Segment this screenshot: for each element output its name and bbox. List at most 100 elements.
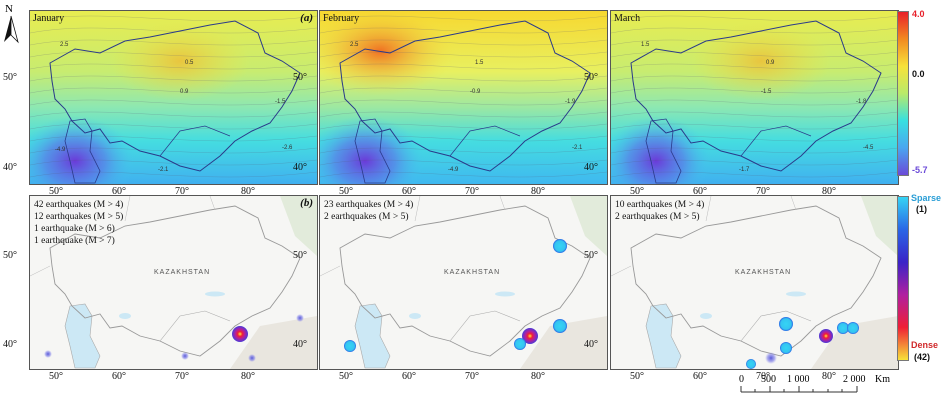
density-colorbar: [897, 196, 909, 361]
lon-tick-label: 60°: [402, 371, 416, 382]
earthquake-map-march: 10 earthquakes (M > 4) 2 earthquakes (M >…: [610, 195, 899, 370]
north-arrow: N: [2, 2, 20, 48]
earthquake-hotspot: [553, 319, 567, 333]
earthquake-hotspot: [765, 352, 777, 364]
earthquake-hotspot: [344, 340, 356, 352]
month-label: February: [323, 13, 360, 24]
density-bottom-count: (42): [914, 352, 931, 362]
colorbar-min-label: -5.7: [912, 165, 928, 175]
earthquake-count-line: 2 earthquakes (M > 5): [615, 212, 700, 222]
contour-label: 1.5: [641, 42, 650, 48]
lon-tick-label: 70°: [175, 371, 189, 382]
earthquake-count-list: 42 earthquakes (M > 4) 12 earthquakes (M …: [34, 199, 123, 247]
lon-tick-label: 50°: [339, 186, 353, 197]
north-label: N: [5, 3, 13, 15]
month-label: January: [33, 13, 65, 24]
lon-tick-label: 50°: [630, 186, 644, 197]
scale-tick-2000: 2 000: [843, 374, 866, 385]
lat-tick-label: 40°: [293, 162, 307, 173]
lat-tick-label: 50°: [3, 250, 17, 261]
lon-tick-label: 50°: [49, 186, 63, 197]
lon-tick-label: 70°: [465, 186, 479, 197]
contour-label: -1.9: [565, 99, 576, 105]
lon-tick-label: 50°: [49, 371, 63, 382]
lat-tick-label: 50°: [293, 72, 307, 83]
earthquake-hotspot: [44, 350, 52, 358]
country-label: KAZAKHSTAN: [154, 269, 211, 276]
month-label: March: [614, 13, 641, 24]
earthquake-count-line: 10 earthquakes (M > 4): [615, 200, 705, 210]
earthquake-hotspot: [837, 322, 849, 334]
lat-tick-label: 40°: [293, 339, 307, 350]
earthquake-hotspot: [780, 342, 792, 354]
contour-label: -2.1: [572, 145, 583, 151]
lat-tick-label: 40°: [3, 339, 17, 350]
contour-label: 0.5: [185, 60, 194, 66]
lon-tick-label: 60°: [693, 186, 707, 197]
earthquake-hotspot: [553, 239, 567, 253]
lon-tick-label: 70°: [756, 186, 770, 197]
lat-tick-label: 50°: [3, 72, 17, 83]
lon-tick-label: 80°: [241, 371, 255, 382]
contour-label: -0.9: [470, 89, 481, 95]
earthquake-count-line: 2 earthquakes (M > 5): [324, 212, 409, 222]
lon-tick-label: 60°: [112, 186, 126, 197]
lon-tick-label: 60°: [112, 371, 126, 382]
scale-unit: Km: [875, 374, 890, 385]
earthquake-hotspot: [819, 329, 833, 343]
lon-tick-label: 80°: [531, 371, 545, 382]
lat-tick-label: 40°: [3, 162, 17, 173]
earthquake-hotspot: [232, 326, 248, 342]
colorbar-mid-label: 0.0: [912, 69, 925, 79]
density-bottom-label: Dense: [911, 340, 939, 350]
anomaly-map-february: 2.5 1.5 -0.9 -1.9 -2.1 -4.9 February: [319, 10, 608, 185]
anomaly-colorbar: [897, 11, 909, 176]
lat-tick-label: 50°: [584, 250, 598, 261]
scale-bar: 0 500 1 000 2 000 Km: [735, 372, 935, 400]
lat-tick-label: 40°: [584, 162, 598, 173]
earthquake-hotspot: [522, 328, 538, 344]
earthquake-hotspot: [779, 317, 793, 331]
lon-tick-label: 80°: [822, 186, 836, 197]
contour-label: -4.9: [55, 147, 66, 153]
contour-label: 2.5: [350, 42, 359, 48]
scale-tick-1000: 1 000: [787, 374, 810, 385]
anomaly-map-january: 2.5 0.5 0.9 -1.5 -2.6 -2.1 -4.9 January (a): [29, 10, 318, 185]
earthquake-count-line: 42 earthquakes (M > 4): [34, 200, 124, 210]
earthquake-hotspot: [514, 338, 526, 350]
colorbar-max-label: 4.0: [912, 9, 925, 19]
earthquake-map-february: 23 earthquakes (M > 4) 2 earthquakes (M >…: [319, 195, 608, 370]
lon-tick-label: 60°: [402, 186, 416, 197]
earthquake-map-january: 42 earthquakes (M > 4) 12 earthquakes (M …: [29, 195, 318, 370]
lon-tick-label: 80°: [241, 186, 255, 197]
earthquake-hotspot: [181, 352, 189, 360]
lat-tick-label: 50°: [584, 72, 598, 83]
lon-tick-label: 70°: [756, 371, 770, 382]
density-top-label: Sparse: [911, 193, 942, 203]
contour-label: -1.7: [739, 167, 750, 173]
lat-tick-label: 50°: [293, 250, 307, 261]
contour-label: -4.5: [863, 145, 874, 151]
earthquake-hotspot: [248, 354, 256, 362]
anomaly-map-march: 1.5 0.9 -1.5 -1.8 -4.5 -1.7 March: [610, 10, 899, 185]
lat-tick-label: 40°: [584, 339, 598, 350]
contour-label: 2.5: [60, 42, 69, 48]
panel-label-a: (a): [300, 12, 313, 24]
country-label: KAZAKHSTAN: [444, 269, 501, 276]
earthquake-hotspot: [296, 314, 304, 322]
contour-label: -2.1: [158, 167, 169, 173]
scale-tick-500: 500: [761, 374, 776, 385]
country-label: KAZAKHSTAN: [735, 269, 792, 276]
lon-tick-label: 70°: [465, 371, 479, 382]
contour-label: -2.6: [282, 145, 293, 151]
contour-label: 0.9: [766, 60, 775, 66]
contour-label: -1.5: [275, 99, 286, 105]
contour-label: 0.9: [180, 89, 189, 95]
earthquake-hotspot: [847, 322, 859, 334]
earthquake-count-line: 1 earthquake (M > 6): [34, 224, 115, 234]
earthquake-count-line: 12 earthquakes (M > 5): [34, 212, 124, 222]
earthquake-count-line: 23 earthquakes (M > 4): [324, 200, 414, 210]
lon-tick-label: 60°: [693, 371, 707, 382]
panel-label-b: (b): [300, 197, 313, 209]
earthquake-count-list: 23 earthquakes (M > 4) 2 earthquakes (M >…: [324, 199, 413, 223]
